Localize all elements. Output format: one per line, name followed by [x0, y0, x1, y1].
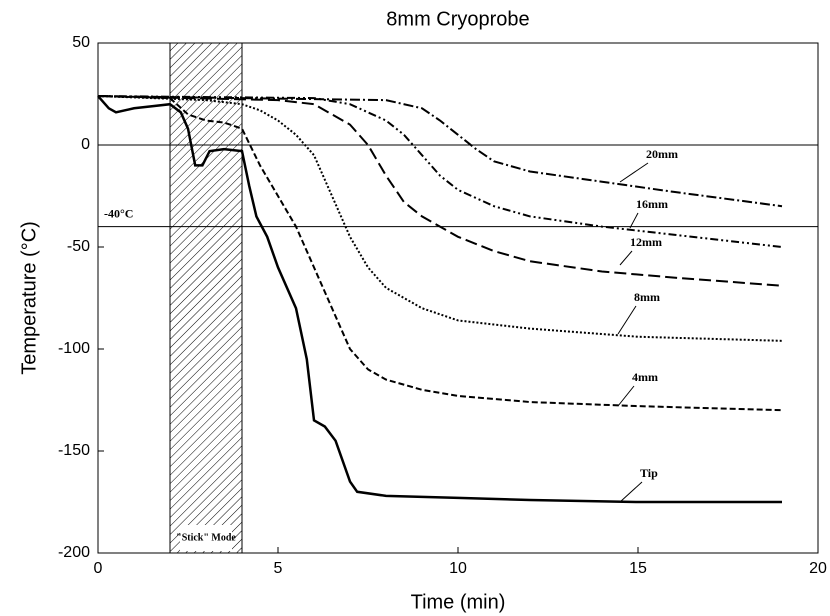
- label-arrow: [619, 481, 643, 503]
- series-label: 12mm: [630, 235, 662, 249]
- series-line: [97, 95, 783, 342]
- x-tick-label: 0: [94, 560, 103, 577]
- y-tick-label: -100: [58, 340, 90, 357]
- x-tick-label: 10: [449, 560, 467, 577]
- series-line: [97, 95, 783, 248]
- stick-mode-region: [169, 42, 243, 554]
- x-tick-label: 15: [629, 560, 647, 577]
- label-arrow: [619, 162, 649, 183]
- y-tick-label: -150: [58, 442, 90, 459]
- label-arrow: [617, 305, 637, 335]
- series-label: 16mm: [636, 197, 668, 211]
- x-tick-label: 5: [274, 560, 283, 577]
- stick-label-bg: [180, 525, 232, 551]
- reference-label: -40°C: [104, 206, 133, 220]
- y-tick-label: -50: [67, 238, 90, 255]
- series-line: [97, 95, 782, 504]
- y-tick-label: 50: [72, 34, 90, 51]
- stick-mode-label: "Stick" Mode: [176, 532, 236, 543]
- series-label: 8mm: [634, 290, 660, 304]
- label-arrow: [617, 385, 635, 407]
- series-line: [97, 95, 783, 208]
- series-line: [97, 95, 783, 287]
- x-tick-label: 20: [809, 560, 827, 577]
- series-label: 4mm: [632, 370, 658, 384]
- series-label: 20mm: [646, 147, 678, 161]
- y-tick-label: -200: [58, 544, 90, 561]
- x-axis-label: Time (min): [411, 591, 506, 613]
- series-label: Tip: [640, 466, 658, 480]
- y-axis-label: Temperature (°C): [18, 221, 40, 375]
- series-line: [97, 95, 783, 412]
- label-arrow: [619, 250, 633, 266]
- label-arrow: [629, 212, 639, 229]
- y-tick-label: 0: [81, 136, 90, 153]
- chart-title: 8mm Cryoprobe: [386, 8, 529, 30]
